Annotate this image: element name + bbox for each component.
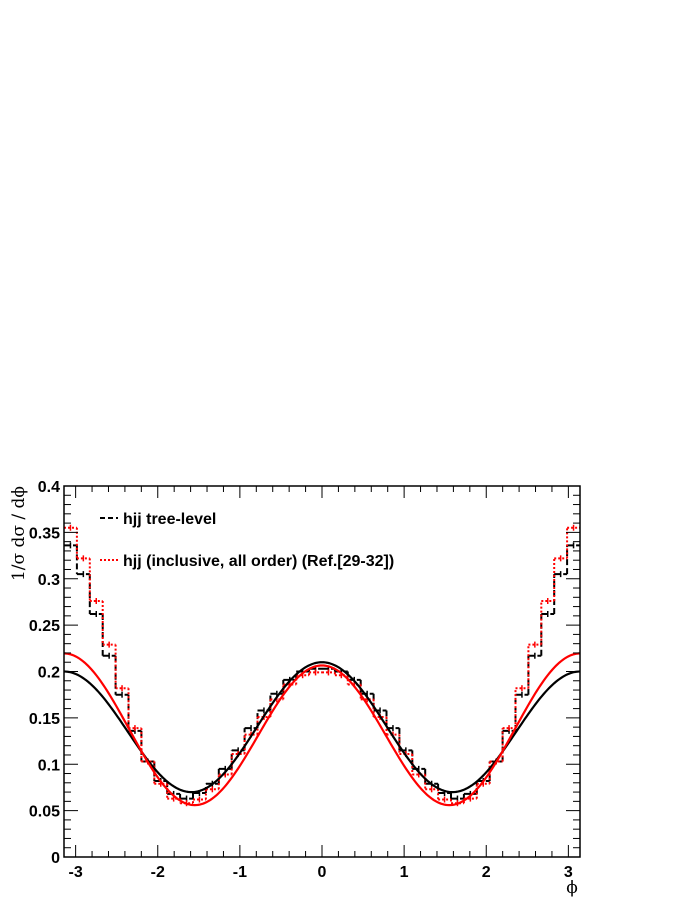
x-tick-label: 1 [400, 864, 409, 881]
x-tick-label: -1 [233, 864, 247, 881]
x-tick-label: 0 [318, 864, 327, 881]
x-axis-title: ϕ [566, 878, 578, 898]
y-tick-label: 0.05 [29, 804, 60, 821]
y-tick-label: 0.1 [38, 757, 60, 774]
fit-curve-0 [63, 661, 581, 794]
y-axis-title: 1/σ dσ / dϕ [9, 486, 29, 581]
legend: hjj tree-level hjj (inclusive, all order… [100, 511, 394, 570]
fit-curve-1 [63, 652, 581, 807]
x-tick-label: 3 [564, 864, 573, 881]
y-tick-label: 0 [51, 850, 60, 867]
y-tick-label: 0.15 [29, 711, 60, 728]
axes: -3 -2 -1 0 1 2 3 0 0.05 0.1 0.15 0.2 0.25 0.3 0.35 0.4 [29, 479, 581, 881]
y-tick-label: 0.35 [29, 525, 60, 542]
y-tick-label: 0.4 [38, 479, 60, 496]
x-tick-label: -2 [151, 864, 165, 881]
y-tick-label: 0.25 [29, 618, 60, 635]
x-tick-label: 2 [482, 864, 491, 881]
plot-area [63, 524, 581, 807]
y-tick-label: 0.2 [38, 665, 60, 682]
legend-label-all-order: hjj (inclusive, all order) (Ref.[29-32]) [123, 553, 394, 570]
x-tick-label: -3 [69, 864, 83, 881]
y-tick-label: 0.3 [38, 572, 60, 589]
legend-label-tree-level: hjj tree-level [123, 511, 216, 528]
